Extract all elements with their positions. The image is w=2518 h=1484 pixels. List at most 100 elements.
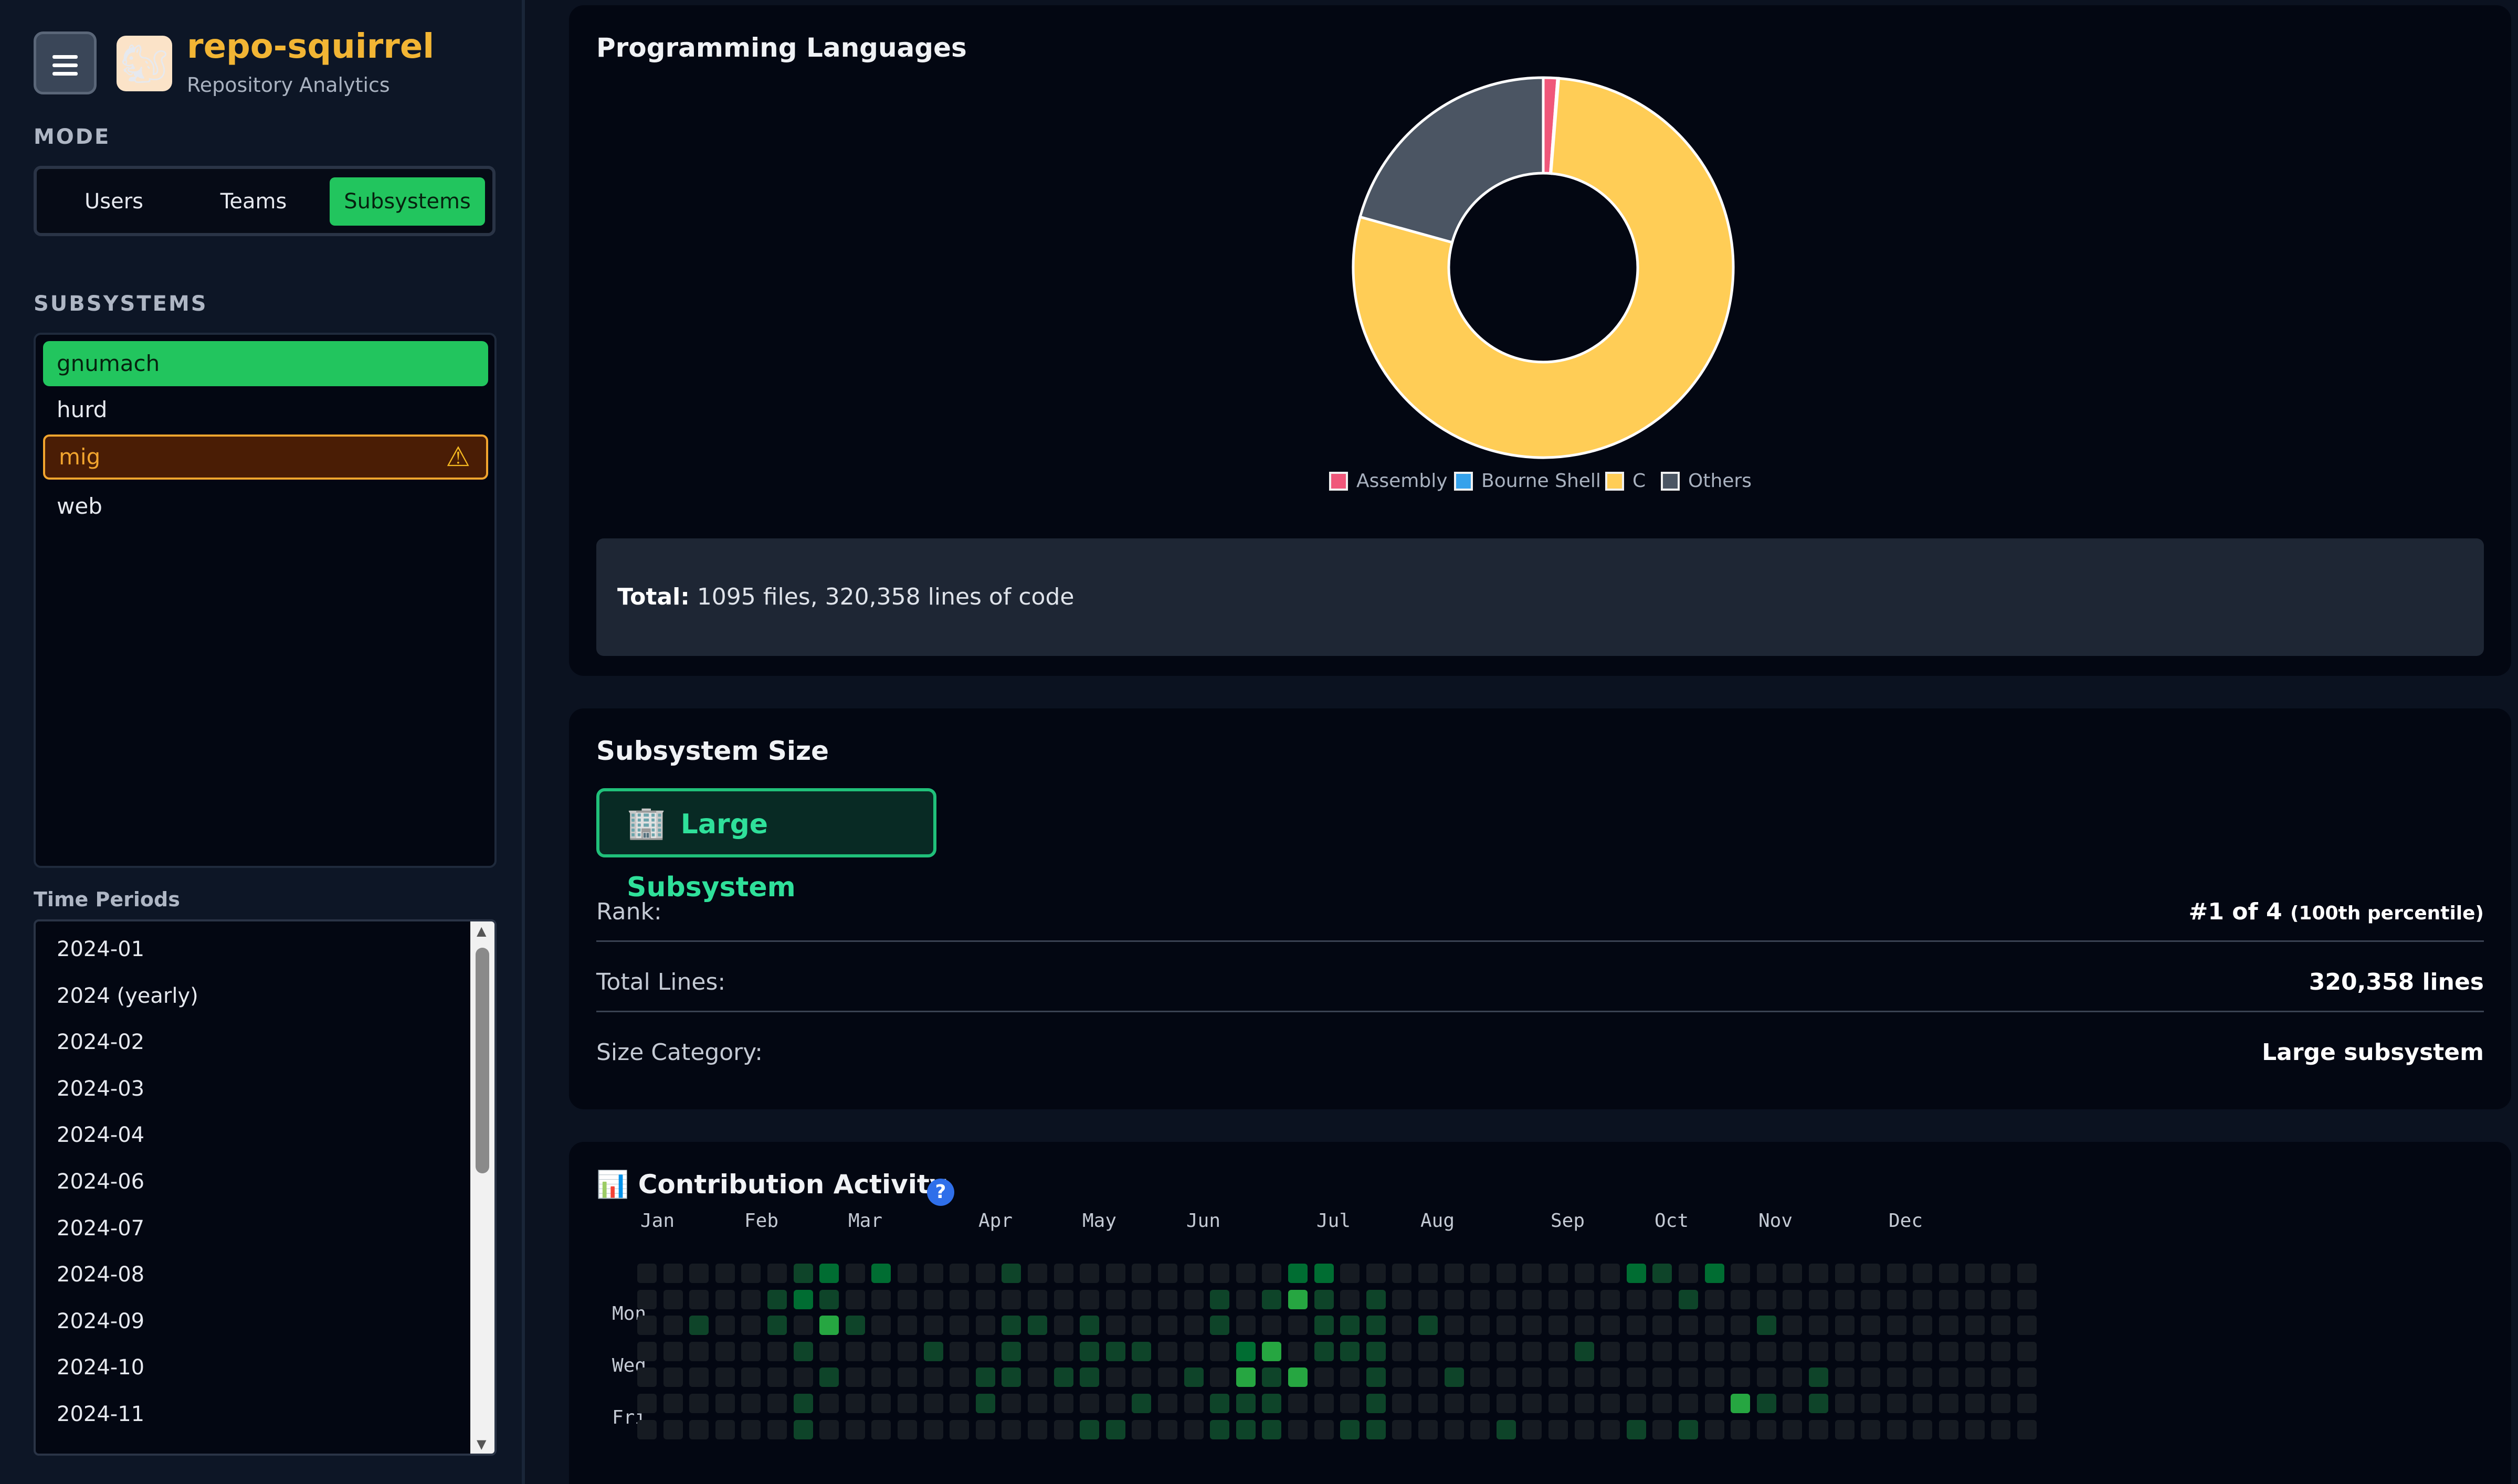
heatmap-cell[interactable]	[2017, 1394, 2037, 1413]
mode-teams-button[interactable]: Teams	[220, 189, 287, 214]
heatmap-cell[interactable]	[715, 1316, 735, 1335]
heatmap-cell[interactable]	[1002, 1368, 1021, 1387]
heatmap-cell[interactable]	[1548, 1341, 1568, 1361]
heatmap-cell[interactable]	[871, 1289, 891, 1309]
heatmap-cell[interactable]	[1105, 1316, 1125, 1335]
heatmap-cell[interactable]	[898, 1419, 917, 1439]
heatmap-cell[interactable]	[1418, 1419, 1438, 1439]
heatmap-cell[interactable]	[1262, 1394, 1282, 1413]
heatmap-cell[interactable]	[1210, 1394, 1230, 1413]
heatmap-cell[interactable]	[1028, 1341, 1047, 1361]
heatmap-cell[interactable]	[923, 1289, 943, 1309]
heatmap-cell[interactable]	[845, 1419, 865, 1439]
heatmap-cell[interactable]	[1835, 1289, 1855, 1309]
heatmap-cell[interactable]	[1809, 1394, 1828, 1413]
heatmap-cell[interactable]	[975, 1341, 995, 1361]
donut-slice-c[interactable]	[1352, 77, 1735, 459]
legend-item-c[interactable]: C	[1605, 470, 1646, 492]
heatmap-cell[interactable]	[1679, 1289, 1698, 1309]
heatmap-cell[interactable]	[1600, 1316, 1620, 1335]
heatmap-cell[interactable]	[1652, 1264, 1672, 1283]
heatmap-cell[interactable]	[1470, 1316, 1490, 1335]
heatmap-cell[interactable]	[1809, 1316, 1828, 1335]
heatmap-cell[interactable]	[1210, 1341, 1230, 1361]
heatmap-cell[interactable]	[1600, 1341, 1620, 1361]
heatmap-cell[interactable]	[1080, 1394, 1100, 1413]
heatmap-cell[interactable]	[1262, 1316, 1282, 1335]
heatmap-cell[interactable]	[1679, 1264, 1698, 1283]
heatmap-cell[interactable]	[1002, 1394, 1021, 1413]
heatmap-cell[interactable]	[1652, 1341, 1672, 1361]
heatmap-cell[interactable]	[1080, 1368, 1100, 1387]
heatmap-cell[interactable]	[871, 1419, 891, 1439]
heatmap-cell[interactable]	[871, 1368, 891, 1387]
heatmap-cell[interactable]	[1444, 1316, 1464, 1335]
heatmap-cell[interactable]	[950, 1341, 970, 1361]
heatmap-cell[interactable]	[975, 1419, 995, 1439]
heatmap-cell[interactable]	[1340, 1316, 1360, 1335]
heatmap-cell[interactable]	[1626, 1368, 1646, 1387]
subsystem-item-web[interactable]: web	[57, 493, 102, 519]
heatmap-cell[interactable]	[1132, 1316, 1152, 1335]
heatmap-cell[interactable]	[1731, 1289, 1751, 1309]
heatmap-cell[interactable]	[1756, 1264, 1776, 1283]
heatmap-cell[interactable]	[1861, 1394, 1881, 1413]
heatmap-cell[interactable]	[2017, 1341, 2037, 1361]
heatmap-cell[interactable]	[898, 1316, 917, 1335]
heatmap-cell[interactable]	[1158, 1316, 1177, 1335]
time-periods-list[interactable]: 2024-01 2024 (yearly) 2024-02 2024-03 2024-0…	[34, 919, 497, 1456]
heatmap-cell[interactable]	[793, 1264, 813, 1283]
heatmap-cell[interactable]	[1053, 1289, 1073, 1309]
heatmap-cell[interactable]	[1392, 1289, 1412, 1309]
heatmap-cell[interactable]	[1887, 1394, 1906, 1413]
heatmap-cell[interactable]	[1835, 1368, 1855, 1387]
heatmap-cell[interactable]	[637, 1341, 657, 1361]
heatmap-cell[interactable]	[1522, 1289, 1542, 1309]
heatmap-cell[interactable]	[793, 1341, 813, 1361]
heatmap-cell[interactable]	[1626, 1394, 1646, 1413]
heatmap-cell[interactable]	[1392, 1394, 1412, 1413]
heatmap-cell[interactable]	[1132, 1264, 1152, 1283]
scrollbar-thumb[interactable]	[476, 948, 489, 1173]
donut-slice-others[interactable]	[1358, 76, 1545, 245]
heatmap-cell[interactable]	[1053, 1341, 1073, 1361]
heatmap-cell[interactable]	[1002, 1341, 1021, 1361]
heatmap-cell[interactable]	[741, 1341, 761, 1361]
heatmap-cell[interactable]	[1626, 1341, 1646, 1361]
heatmap-cell[interactable]	[1756, 1316, 1776, 1335]
heatmap-cell[interactable]	[1600, 1368, 1620, 1387]
heatmap-cell[interactable]	[1053, 1368, 1073, 1387]
heatmap-cell[interactable]	[1991, 1394, 2011, 1413]
heatmap-cell[interactable]	[663, 1368, 683, 1387]
heatmap-cell[interactable]	[767, 1289, 787, 1309]
heatmap-cell[interactable]	[1262, 1419, 1282, 1439]
heatmap-cell[interactable]	[819, 1419, 839, 1439]
heatmap-cell[interactable]	[1913, 1316, 1933, 1335]
heatmap-cell[interactable]	[819, 1316, 839, 1335]
heatmap-cell[interactable]	[845, 1316, 865, 1335]
heatmap-cell[interactable]	[1548, 1368, 1568, 1387]
heatmap-cell[interactable]	[1262, 1341, 1282, 1361]
heatmap-cell[interactable]	[2017, 1264, 2037, 1283]
heatmap-cell[interactable]	[1548, 1289, 1568, 1309]
time-period-item[interactable]: 2024-09	[57, 1309, 145, 1333]
heatmap-cell[interactable]	[1158, 1419, 1177, 1439]
heatmap-cell[interactable]	[1626, 1316, 1646, 1335]
heatmap-cell[interactable]	[1835, 1264, 1855, 1283]
heatmap-cell[interactable]	[1470, 1289, 1490, 1309]
heatmap-cell[interactable]	[1132, 1394, 1152, 1413]
subsystem-item-hurd[interactable]: hurd	[57, 397, 108, 422]
heatmap-cell[interactable]	[1522, 1419, 1542, 1439]
heatmap-cell[interactable]	[663, 1341, 683, 1361]
heatmap-cell[interactable]	[1887, 1368, 1906, 1387]
heatmap-cell[interactable]	[2017, 1289, 2037, 1309]
heatmap-cell[interactable]	[1679, 1394, 1698, 1413]
heatmap-cell[interactable]	[1522, 1316, 1542, 1335]
heatmap-cell[interactable]	[1314, 1289, 1334, 1309]
mode-users-button[interactable]: Users	[84, 189, 143, 214]
heatmap-cell[interactable]	[1496, 1341, 1516, 1361]
heatmap-cell[interactable]	[741, 1368, 761, 1387]
heatmap-cell[interactable]	[637, 1289, 657, 1309]
heatmap-cell[interactable]	[1991, 1341, 2011, 1361]
heatmap-cell[interactable]	[1158, 1394, 1177, 1413]
